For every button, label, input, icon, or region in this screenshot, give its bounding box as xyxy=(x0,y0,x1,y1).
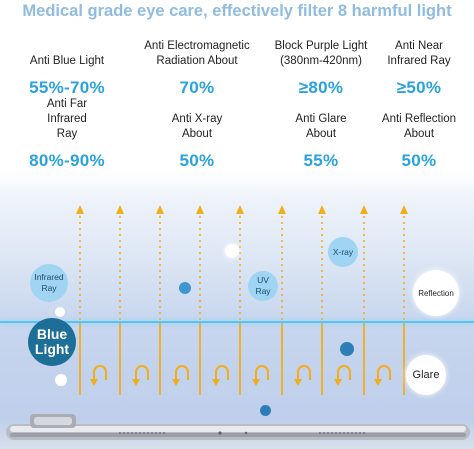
blue-light-bubble: Blue Light xyxy=(28,318,76,366)
light-particle xyxy=(55,307,65,317)
bubble-label: X-ray xyxy=(332,246,354,257)
bubble-label: Reflection xyxy=(418,288,454,298)
feature-value: 55%-70% xyxy=(29,78,105,97)
glare-bubble: Glare xyxy=(406,355,446,395)
infrared-ray-bubble: Infrared Ray xyxy=(30,264,68,302)
feature-anti-x-ray: Anti X-ray About 50% xyxy=(132,112,262,171)
arrow-up-icon xyxy=(76,205,408,214)
feature-block-purple-light: Block Purple Light (380nm-420nm) ≥80% xyxy=(256,39,386,98)
feature-label: Anti Reflection About xyxy=(381,113,457,140)
bubble-label: UV Ray xyxy=(255,275,271,296)
tablet-device-icon xyxy=(6,414,470,440)
feature-value: ≥50% xyxy=(396,78,442,97)
reflection-bubble: Reflection xyxy=(413,270,459,316)
light-particle xyxy=(340,342,354,356)
x-ray-bubble: X-ray xyxy=(328,237,358,267)
headline: Medical grade eye care, effectively filt… xyxy=(22,2,452,20)
feature-label: Anti Glare About xyxy=(295,113,347,140)
light-particle xyxy=(179,282,191,294)
light-particle xyxy=(55,374,67,386)
feature-anti-reflection: Anti Reflection About 50% xyxy=(354,112,474,171)
bubble-label: Glare xyxy=(412,368,440,381)
feature-value: 70% xyxy=(179,78,215,97)
feature-value: 50% xyxy=(179,151,215,170)
feature-label: Block Purple Light (380nm-420nm) xyxy=(274,40,368,67)
feature-value: 80%-90% xyxy=(29,151,105,170)
uv-ray-bubble: UV Ray xyxy=(248,271,278,301)
bubble-label: Infrared Ray xyxy=(34,272,64,293)
blocked-light-paths xyxy=(79,322,405,395)
bubble-label: Blue Light xyxy=(34,326,70,357)
feature-anti-glare: Anti Glare About 55% xyxy=(256,112,386,171)
feature-anti-near-infrared: Anti Near Infrared Ray ≥50% xyxy=(354,39,474,98)
feature-label: Anti Electromagnetic Radiation About xyxy=(144,40,250,67)
feature-anti-blue-light: Anti Blue Light 55%-70% xyxy=(2,39,132,98)
filter-line xyxy=(0,321,474,323)
light-particle xyxy=(260,405,271,416)
feature-value: 50% xyxy=(401,151,437,170)
feature-label: Anti Near Infrared Ray xyxy=(387,40,451,67)
feature-value: ≥80% xyxy=(298,78,344,97)
feature-label: Anti Blue Light xyxy=(29,55,105,67)
feature-label: Anti X-ray About xyxy=(171,113,223,140)
feature-value: 55% xyxy=(303,151,339,170)
u-turn-arrow-icon xyxy=(93,365,391,382)
feature-anti-electromagnetic: Anti Electromagnetic Radiation About 70% xyxy=(132,39,262,98)
light-particle xyxy=(225,244,239,258)
